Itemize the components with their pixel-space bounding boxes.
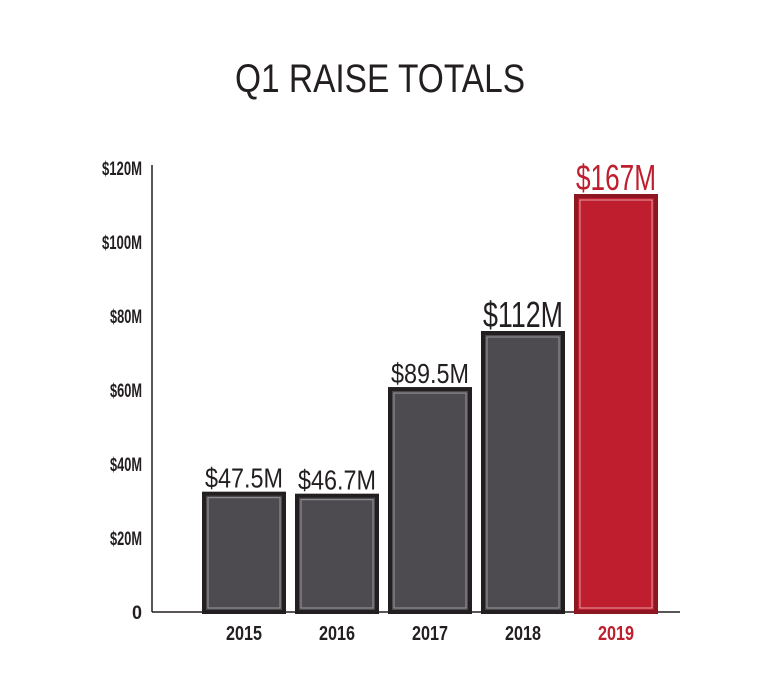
bar-inner-outline	[393, 392, 467, 609]
bar-inner-outline	[300, 499, 374, 609]
data-label: $47.5M	[205, 463, 283, 494]
data-label: $46.7M	[298, 465, 376, 496]
bar	[481, 331, 565, 614]
bar	[295, 493, 379, 614]
bar	[574, 194, 658, 614]
data-label: $167M	[576, 157, 656, 198]
x-tick-label: 2016	[319, 623, 355, 645]
bar-2018: $112M 2018	[481, 294, 565, 645]
x-tick-label: 2018	[505, 623, 541, 645]
y-tick-label: $100M	[102, 233, 142, 254]
y-tick-label: 0	[132, 603, 142, 624]
bar-inner-outline	[207, 497, 281, 609]
bar-2019: $167M 2019	[574, 157, 658, 645]
y-tick-label: $120M	[102, 159, 142, 180]
chart-title: Q1 RAISE TOTALS	[235, 57, 525, 101]
data-label: $112M	[483, 294, 563, 335]
bar	[202, 491, 286, 614]
y-tick-label: $80M	[110, 307, 142, 328]
x-tick-label: 2017	[412, 623, 448, 645]
bar	[388, 387, 472, 614]
x-tick-label: 2019	[598, 623, 634, 645]
data-label: $89.5M	[391, 358, 469, 389]
bar-2017: $89.5M 2017	[388, 358, 472, 645]
y-tick-label: $60M	[110, 381, 142, 402]
bar-inner-outline	[486, 336, 560, 609]
y-tick-label: $20M	[110, 529, 142, 550]
bar-inner-outline	[579, 199, 653, 609]
y-tick-label: $40M	[110, 455, 142, 476]
bar-2015: $47.5M 2015	[202, 463, 286, 645]
bar-2016: $46.7M 2016	[295, 465, 379, 645]
x-tick-label: 2015	[226, 623, 262, 645]
